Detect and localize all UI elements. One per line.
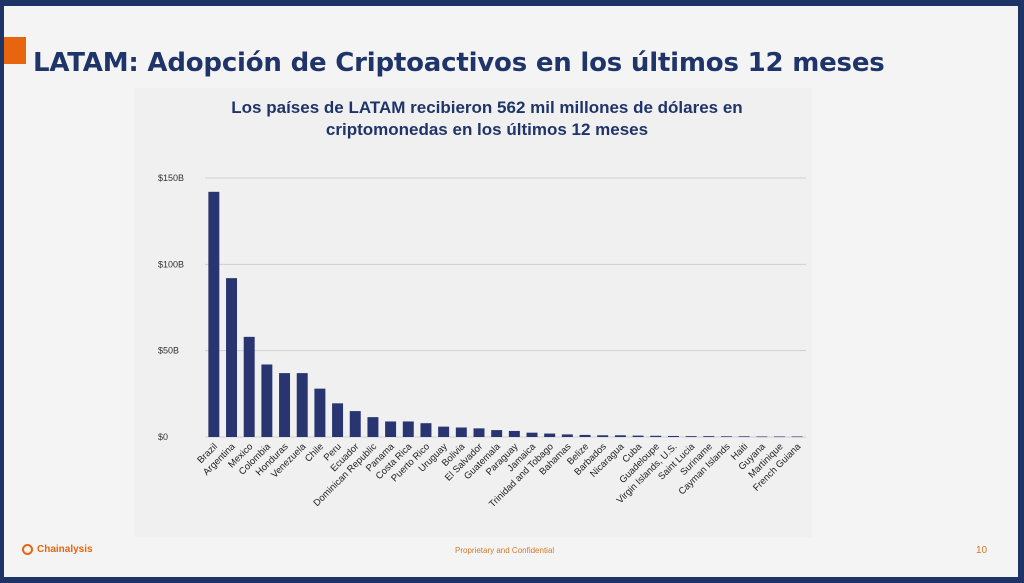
bar xyxy=(650,435,662,437)
bar xyxy=(279,373,291,437)
bar xyxy=(420,423,432,437)
x-tick-label: Chile xyxy=(303,441,326,464)
chart-panel xyxy=(134,88,812,537)
bar xyxy=(774,436,785,438)
bar xyxy=(738,436,750,437)
bar xyxy=(243,336,255,437)
bar xyxy=(208,191,220,437)
y-tick-label: $50B xyxy=(158,346,179,356)
bar xyxy=(261,364,273,437)
bar xyxy=(667,435,679,437)
chart-title-line-2: criptomonedas en los últimos 12 meses xyxy=(325,120,649,139)
y-tick-label: $0 xyxy=(158,432,168,442)
bar xyxy=(703,436,715,437)
bar xyxy=(791,436,803,438)
bar xyxy=(756,436,768,438)
bar xyxy=(544,433,556,437)
y-tick-label: $100B xyxy=(158,259,184,269)
bar xyxy=(491,430,503,437)
bar xyxy=(632,435,644,437)
bar xyxy=(367,417,379,437)
bar xyxy=(561,434,573,437)
chainalysis-logo-icon xyxy=(22,544,33,555)
footer-logo: Chainalysis xyxy=(22,544,93,555)
bar xyxy=(385,421,397,437)
bar xyxy=(685,436,697,437)
bar xyxy=(438,426,450,437)
bar xyxy=(296,373,308,437)
accent-square xyxy=(4,37,26,64)
footer-confidential: Proprietary and Confidential xyxy=(455,546,555,555)
bar xyxy=(597,435,609,437)
slide-title: LATAM: Adopción de Criptoactivos en los … xyxy=(33,48,885,78)
bar xyxy=(579,434,591,437)
footer-brand: Chainalysis xyxy=(37,544,93,555)
bar xyxy=(349,411,361,437)
bar xyxy=(402,421,414,437)
bar xyxy=(455,427,467,437)
y-tick-label: $150B xyxy=(158,173,184,183)
chart-title: Los países de LATAM recibieron 562 mil m… xyxy=(0,97,974,141)
bar xyxy=(473,428,485,437)
bar xyxy=(526,432,538,437)
bar xyxy=(508,430,520,437)
bar xyxy=(226,278,237,437)
bar xyxy=(314,388,326,437)
bar xyxy=(614,435,626,437)
bar xyxy=(720,436,732,437)
page-number: 10 xyxy=(976,545,988,556)
bar xyxy=(332,403,344,437)
chart-title-line-1: Los países de LATAM recibieron 562 mil m… xyxy=(231,98,743,117)
